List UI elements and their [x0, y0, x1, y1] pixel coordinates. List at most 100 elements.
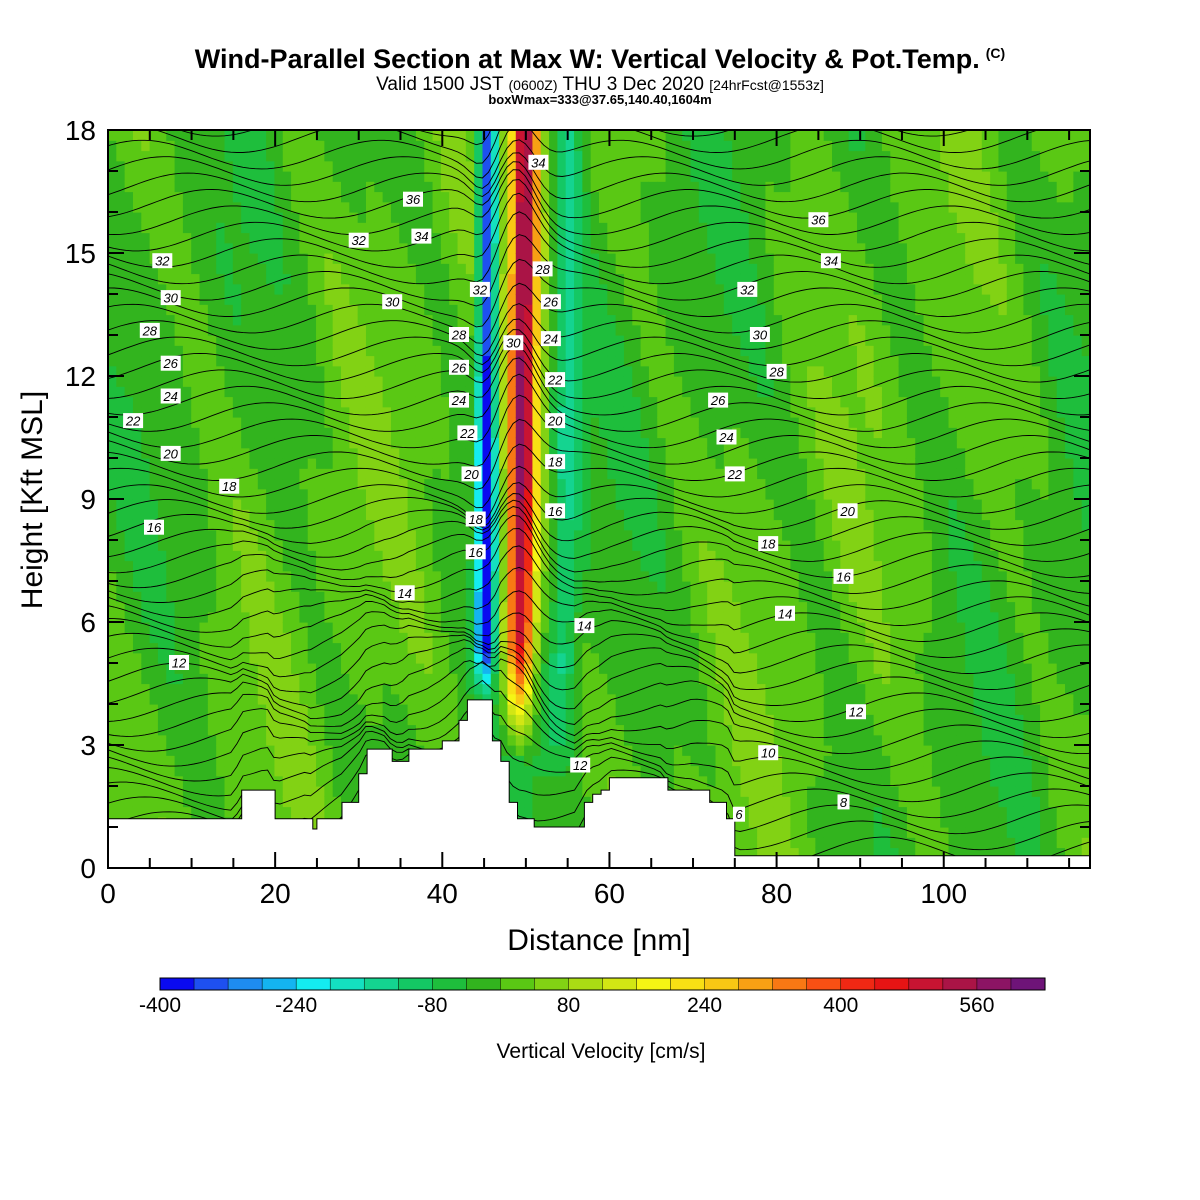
velocity-cell: [465, 160, 475, 172]
velocity-cell: [465, 447, 475, 459]
velocity-cell: [124, 519, 134, 531]
velocity-cell: [132, 529, 142, 541]
velocity-cell: [590, 283, 600, 295]
velocity-cell: [474, 611, 484, 623]
velocity-cell: [166, 560, 176, 572]
velocity-cell: [216, 458, 226, 469]
velocity-cell: [449, 314, 459, 326]
velocity-cell: [124, 160, 134, 172]
velocity-cell: [490, 242, 500, 254]
velocity-cell: [657, 232, 667, 244]
velocity-cell: [507, 581, 517, 592]
velocity-cell: [274, 714, 284, 726]
velocity-cell: [282, 365, 292, 377]
velocity-cell: [141, 191, 151, 203]
velocity-cell: [599, 345, 608, 357]
velocity-cell: [482, 130, 492, 141]
velocity-cell: [191, 478, 201, 490]
velocity-cell: [590, 396, 600, 408]
velocity-cell: [257, 611, 267, 623]
velocity-cell: [199, 724, 209, 736]
velocity-cell: [199, 355, 209, 367]
velocity-cell: [307, 642, 317, 654]
velocity-cell: [424, 365, 434, 377]
velocity-cell: [557, 560, 567, 572]
velocity-cell: [673, 519, 683, 531]
velocity-cell: [132, 181, 142, 193]
velocity-cell: [191, 683, 201, 695]
velocity-cell: [241, 652, 251, 664]
velocity-cell: [632, 304, 642, 316]
velocity-cell: [440, 734, 450, 746]
velocity-cell: [465, 560, 475, 572]
velocity-cell: [132, 775, 142, 787]
velocity-cell: [390, 150, 400, 162]
velocity-cell: [524, 140, 534, 152]
velocity-cell: [499, 417, 509, 428]
velocity-cell: [390, 396, 400, 408]
velocity-cell: [199, 160, 209, 172]
velocity-cell: [124, 806, 134, 818]
velocity-cell: [682, 765, 692, 777]
velocity-cell: [357, 376, 367, 387]
velocity-cell: [540, 632, 550, 644]
velocity-cell: [582, 499, 592, 510]
velocity-cell: [291, 693, 300, 705]
velocity-cell: [199, 755, 209, 767]
velocity-cell: [149, 488, 159, 500]
valid-date: THU 3 Dec 2020: [562, 74, 704, 95]
velocity-cell: [599, 601, 608, 613]
velocity-cell: [590, 232, 600, 244]
velocity-cell: [199, 222, 209, 234]
velocity-cell: [399, 673, 409, 685]
velocity-cell: [607, 601, 617, 613]
velocity-cell: [540, 386, 550, 398]
velocity-cell: [574, 714, 583, 726]
velocity-cell: [440, 355, 450, 367]
velocity-cell: [191, 519, 201, 531]
velocity-cell: [549, 755, 558, 767]
velocity-cell: [374, 570, 384, 582]
velocity-cell: [191, 355, 201, 367]
velocity-cell: [207, 693, 217, 705]
velocity-cell: [482, 447, 492, 459]
velocity-cell: [549, 642, 558, 654]
velocity-cell: [432, 417, 442, 428]
velocity-cell: [174, 786, 184, 797]
velocity-cell: [299, 499, 309, 510]
velocity-cell: [274, 222, 284, 234]
velocity-cell: [665, 171, 675, 182]
velocity-cell: [116, 622, 126, 633]
velocity-cell: [341, 540, 350, 551]
velocity-cell: [415, 601, 425, 613]
velocity-cell: [390, 519, 400, 531]
velocity-cell: [482, 294, 492, 305]
velocity-cell: [307, 683, 317, 695]
velocity-cell: [590, 673, 600, 685]
velocity-cell: [657, 212, 667, 223]
velocity-cell: [116, 724, 126, 736]
velocity-cell: [632, 663, 642, 674]
velocity-cell: [332, 263, 342, 275]
velocity-cell: [490, 704, 500, 715]
velocity-cell: [216, 734, 226, 746]
velocity-cell: [282, 150, 292, 162]
velocity-cell: [590, 775, 600, 787]
velocity-cell: [407, 150, 417, 162]
velocity-cell: [349, 201, 359, 213]
velocity-cell: [482, 191, 492, 203]
velocity-cell: [574, 335, 583, 346]
velocity-cell: [440, 201, 450, 213]
velocity-cell: [266, 560, 276, 572]
velocity-cell: [665, 734, 675, 746]
velocity-cell: [257, 581, 267, 592]
velocity-cell: [490, 437, 500, 449]
velocity-cell: [532, 714, 542, 726]
velocity-cell: [241, 294, 251, 305]
velocity-cell: [490, 171, 500, 182]
velocity-cell: [307, 396, 317, 408]
velocity-cell: [141, 714, 151, 726]
velocity-cell: [515, 130, 525, 141]
velocity-cell: [257, 601, 267, 613]
velocity-cell: [623, 591, 633, 603]
